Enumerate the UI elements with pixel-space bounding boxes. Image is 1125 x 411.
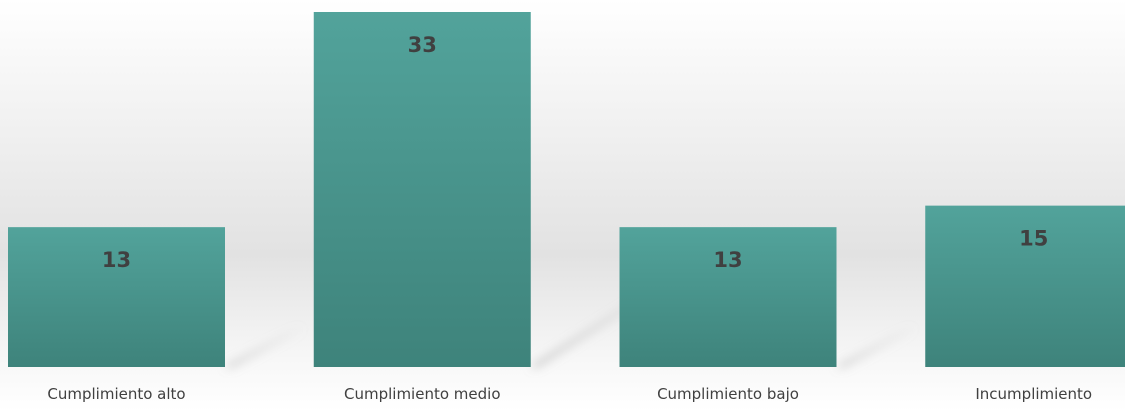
bar-shadow: [836, 327, 918, 367]
value-labels: 13 33 13 15: [102, 33, 1048, 272]
bar-shadow: [225, 327, 307, 367]
category-label: Cumplimiento alto: [47, 385, 185, 403]
category-label: Incumplimiento: [975, 385, 1092, 403]
bar: [8, 227, 225, 367]
data-label: 15: [1019, 227, 1048, 251]
bar: [313, 12, 531, 367]
bar: [925, 205, 1125, 367]
category-label: Cumplimiento medio: [344, 385, 501, 403]
data-label: 33: [408, 33, 437, 57]
data-label: 13: [102, 248, 131, 272]
bars: [8, 12, 1125, 367]
category-label: Cumplimiento bajo: [657, 385, 799, 403]
category-labels: Cumplimiento alto Cumplimiento medio Cumpl…: [47, 385, 1092, 403]
data-label: 13: [713, 248, 742, 272]
bar: [619, 227, 837, 367]
